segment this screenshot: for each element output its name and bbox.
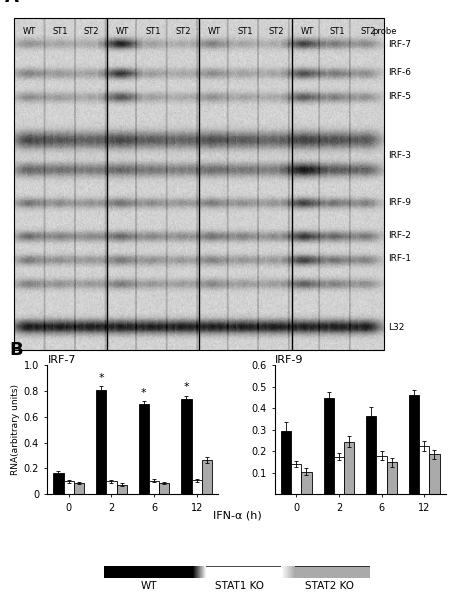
- Bar: [301, 471, 311, 494]
- Text: B: B: [9, 341, 23, 359]
- Text: IRF-3: IRF-3: [388, 152, 410, 161]
- Text: L32: L32: [388, 323, 404, 332]
- Bar: [202, 460, 212, 494]
- Text: IRF-9: IRF-9: [275, 355, 303, 365]
- Bar: [291, 464, 301, 494]
- Bar: [419, 446, 429, 494]
- Bar: [281, 566, 370, 578]
- Text: A: A: [5, 0, 18, 6]
- Bar: [64, 482, 74, 494]
- Bar: [106, 482, 117, 494]
- Text: ST1: ST1: [237, 27, 253, 36]
- Text: WT: WT: [301, 27, 313, 36]
- Bar: [193, 566, 281, 578]
- Bar: [429, 455, 439, 494]
- Bar: [191, 480, 202, 494]
- Text: ST2: ST2: [176, 27, 191, 36]
- Text: STAT2 KO: STAT2 KO: [305, 581, 354, 591]
- Text: *: *: [141, 388, 146, 398]
- Text: IRF-7: IRF-7: [388, 40, 410, 49]
- Text: ST2: ST2: [361, 27, 376, 36]
- Bar: [366, 416, 376, 494]
- Bar: [104, 566, 193, 578]
- Bar: [159, 483, 169, 494]
- Bar: [54, 473, 64, 494]
- Bar: [149, 480, 159, 494]
- Text: IRF-9: IRF-9: [388, 198, 410, 207]
- Bar: [139, 404, 149, 494]
- Bar: [281, 431, 291, 494]
- Bar: [74, 483, 84, 494]
- Text: ST2: ST2: [268, 27, 284, 36]
- Bar: [376, 455, 387, 494]
- Text: IFN-α (h): IFN-α (h): [213, 510, 261, 521]
- Text: WT: WT: [141, 581, 157, 591]
- Text: IRF-5: IRF-5: [388, 92, 410, 101]
- Text: ST1: ST1: [53, 27, 68, 36]
- Text: WT: WT: [116, 27, 128, 36]
- Bar: [324, 398, 334, 494]
- Bar: [117, 485, 127, 494]
- Text: IRF-7: IRF-7: [47, 355, 76, 365]
- Bar: [344, 441, 354, 494]
- Bar: [409, 395, 419, 494]
- Text: ST1: ST1: [330, 27, 346, 36]
- Y-axis label: RNA(arbitrary units): RNA(arbitrary units): [10, 385, 19, 475]
- Bar: [182, 399, 191, 494]
- Text: WT: WT: [23, 27, 36, 36]
- Text: ST2: ST2: [83, 27, 99, 36]
- Text: IRF-1: IRF-1: [388, 255, 410, 264]
- Bar: [334, 456, 344, 494]
- Bar: [96, 390, 106, 494]
- Text: *: *: [183, 382, 189, 392]
- Text: probe: probe: [372, 27, 397, 36]
- Text: WT: WT: [208, 27, 221, 36]
- Text: IRF-6: IRF-6: [388, 68, 410, 77]
- Text: IRF-2: IRF-2: [388, 231, 410, 240]
- Text: STAT1 KO: STAT1 KO: [215, 581, 264, 591]
- Bar: [387, 462, 397, 494]
- Text: ST1: ST1: [145, 27, 161, 36]
- Text: *: *: [98, 373, 104, 383]
